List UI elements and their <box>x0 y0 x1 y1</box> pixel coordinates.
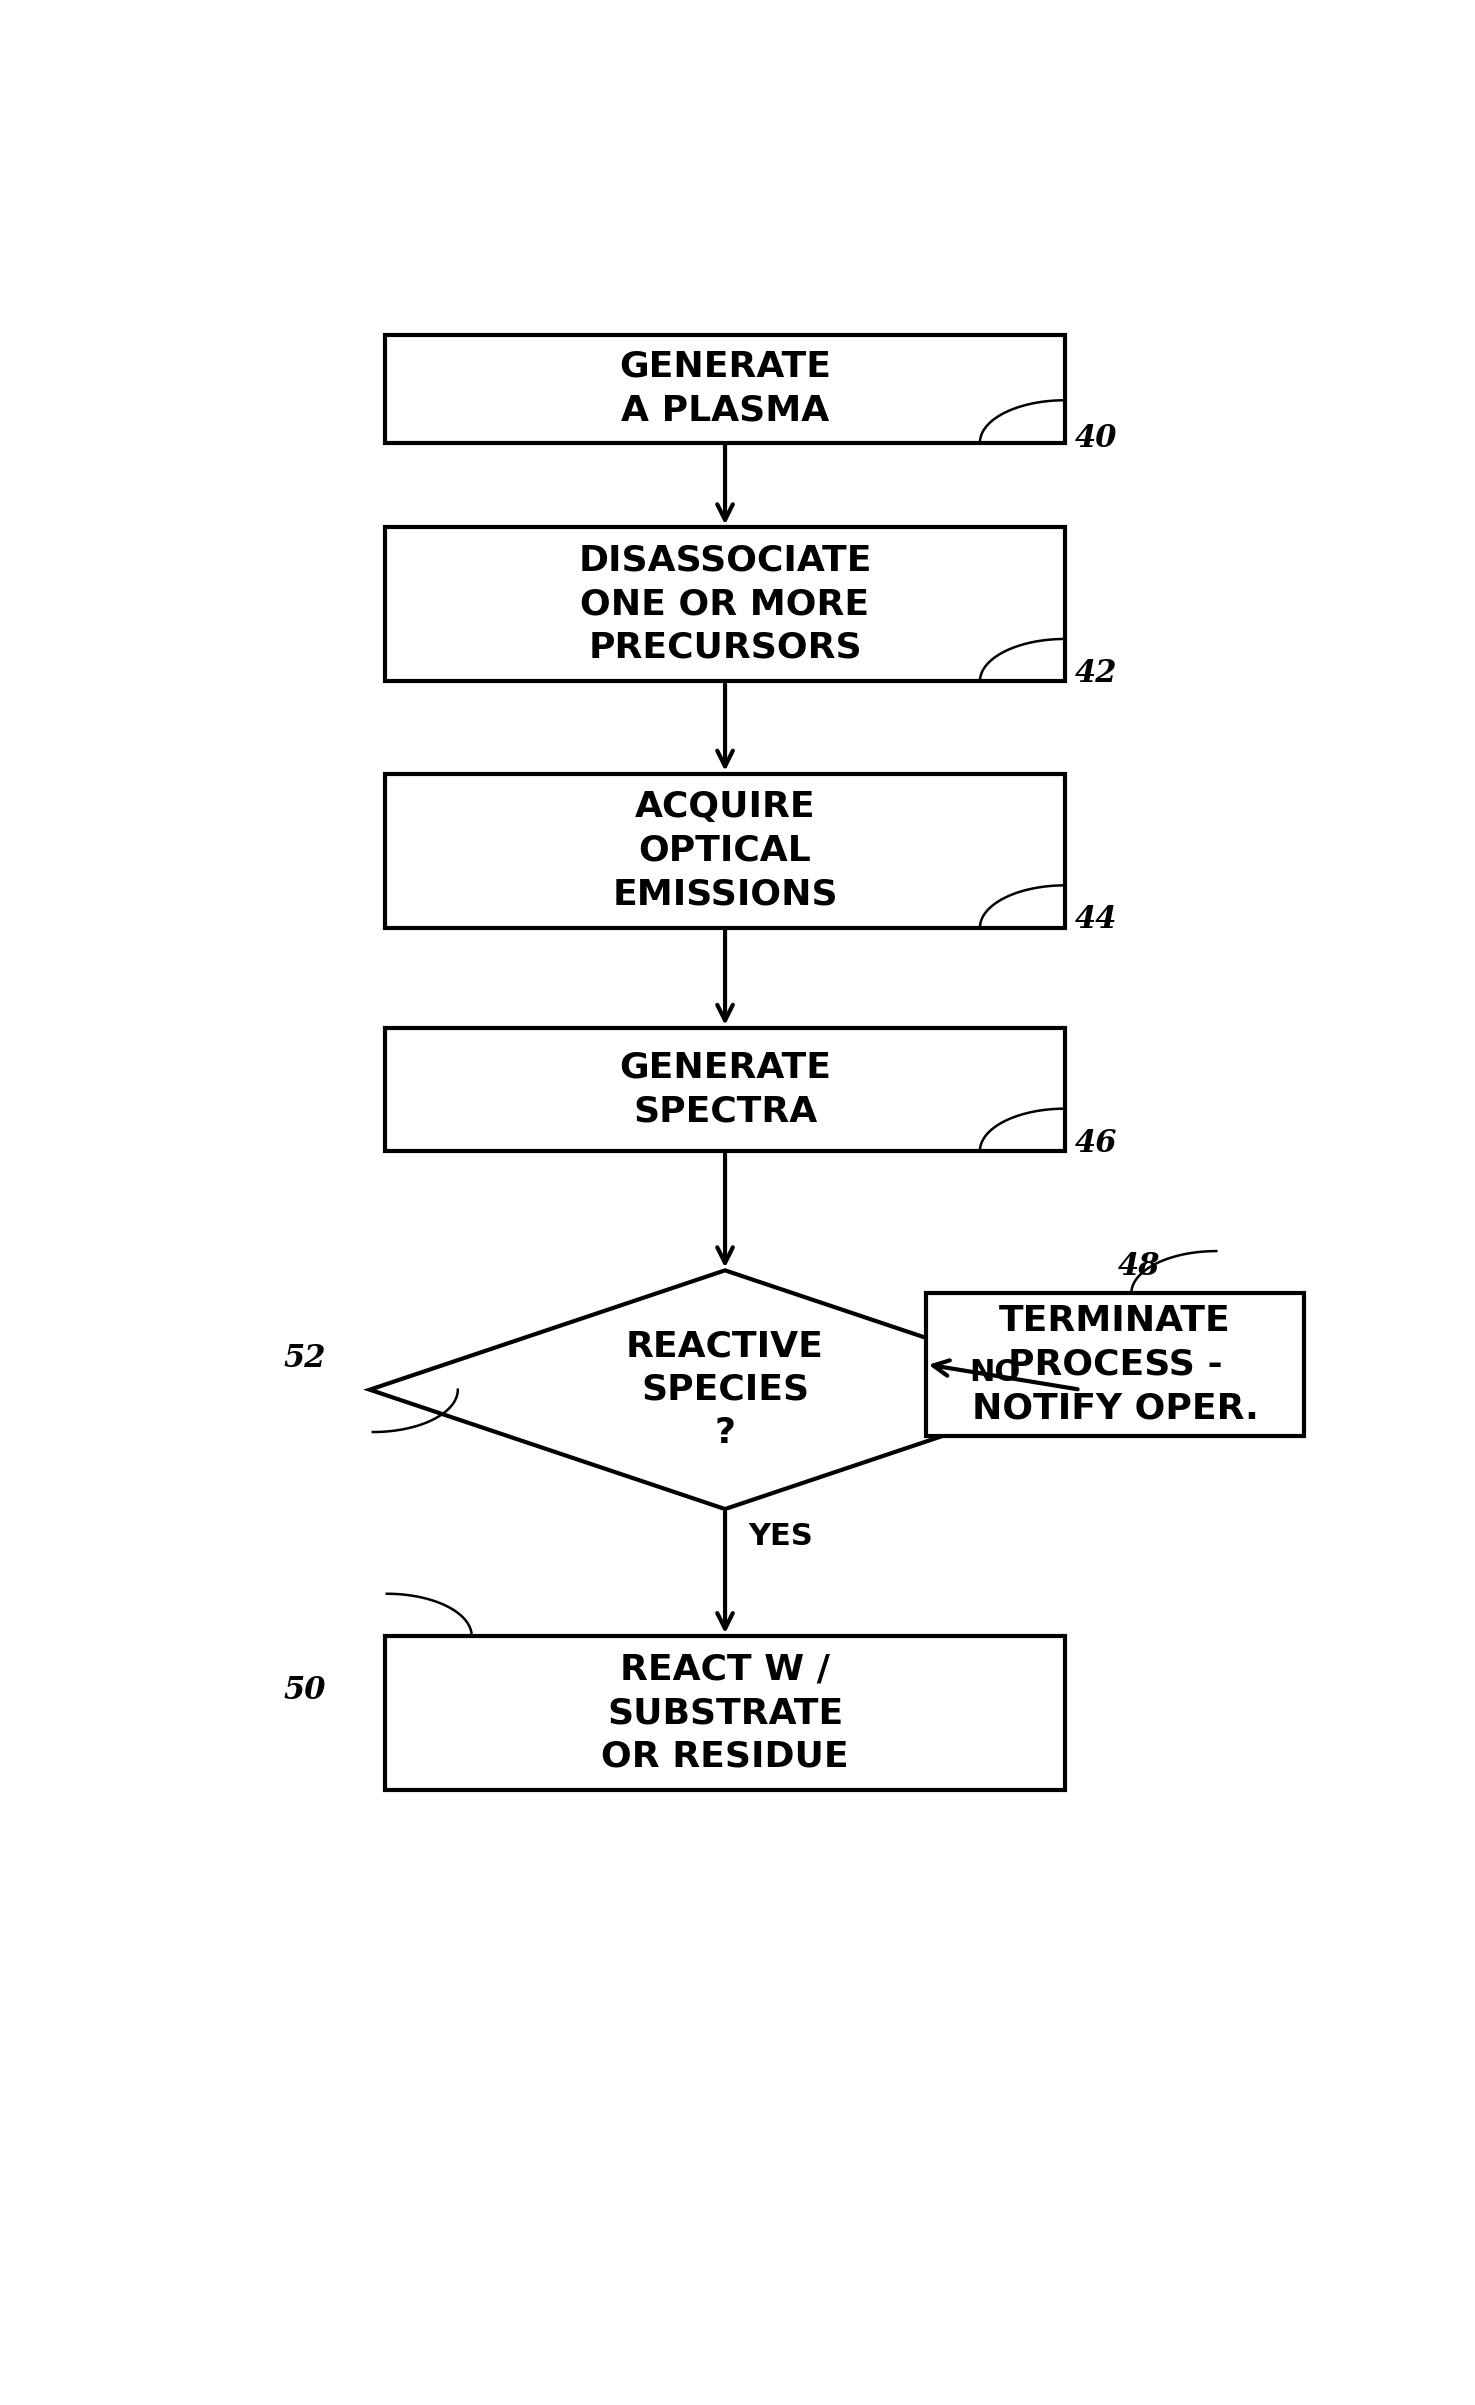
Text: ACQUIRE
OPTICAL
EMISSIONS: ACQUIRE OPTICAL EMISSIONS <box>612 791 838 911</box>
Text: REACT W /
SUBSTRATE
OR RESIDUE: REACT W / SUBSTRATE OR RESIDUE <box>602 1652 848 1772</box>
Text: DISASSOCIATE
ONE OR MORE
PRECURSORS: DISASSOCIATE ONE OR MORE PRECURSORS <box>578 544 872 664</box>
Text: 48: 48 <box>1118 1251 1161 1282</box>
Bar <box>385 334 1065 443</box>
Text: 46: 46 <box>1074 1128 1117 1159</box>
Text: 50: 50 <box>283 1674 326 1705</box>
Bar <box>385 1635 1065 1789</box>
Text: TERMINATE
PROCESS -
NOTIFY OPER.: TERMINATE PROCESS - NOTIFY OPER. <box>972 1304 1258 1426</box>
Text: GENERATE
SPECTRA: GENERATE SPECTRA <box>620 1051 830 1128</box>
Polygon shape <box>370 1270 1080 1508</box>
Text: YES: YES <box>748 1522 813 1551</box>
Text: 40: 40 <box>1074 423 1117 455</box>
Text: GENERATE
A PLASMA: GENERATE A PLASMA <box>620 351 830 428</box>
Bar <box>926 1294 1304 1436</box>
Bar <box>385 1027 1065 1152</box>
Text: REACTIVE
SPECIES
?: REACTIVE SPECIES ? <box>625 1330 825 1450</box>
Text: 44: 44 <box>1074 904 1117 936</box>
Text: 52: 52 <box>283 1344 326 1373</box>
Bar <box>385 774 1065 928</box>
Bar <box>385 527 1065 681</box>
Text: NO: NO <box>969 1359 1021 1388</box>
Text: 42: 42 <box>1074 659 1117 690</box>
